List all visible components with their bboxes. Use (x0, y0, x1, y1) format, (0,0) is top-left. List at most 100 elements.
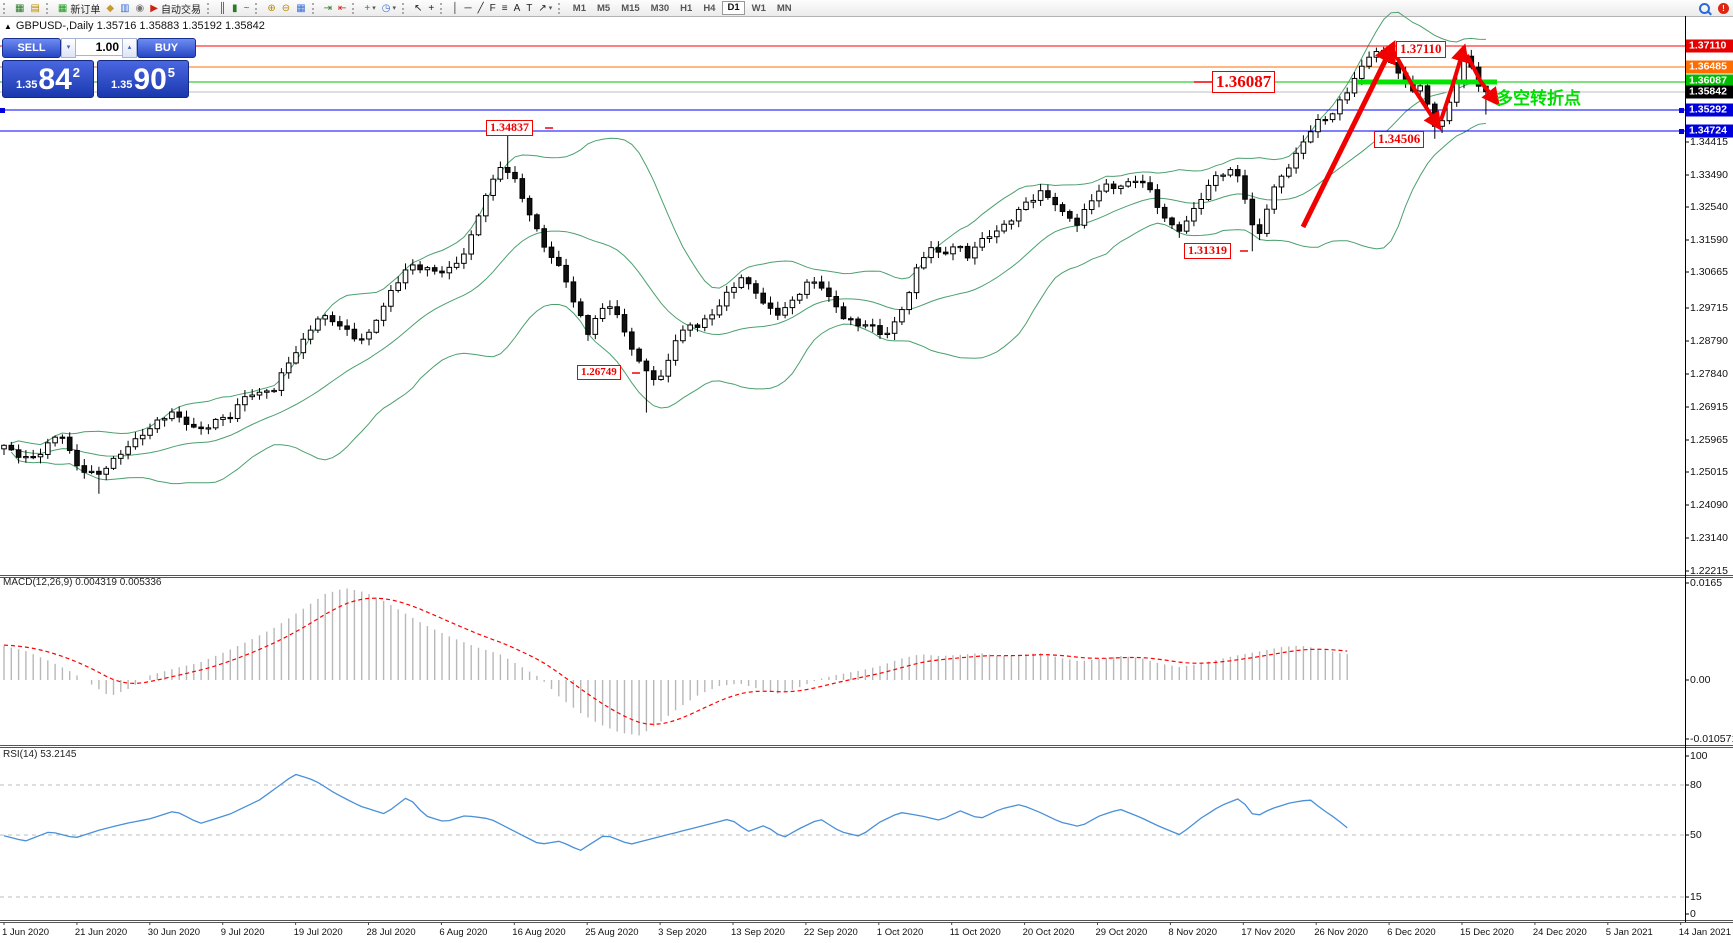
candle-body (1198, 198, 1205, 209)
text-button[interactable]: A (511, 1, 524, 16)
candle-body (592, 318, 599, 335)
candle-body (1359, 65, 1365, 79)
fibonacci-retracement-button[interactable]: F (487, 1, 499, 16)
candle-body (118, 453, 124, 459)
candle-body (556, 256, 562, 266)
profiles-button[interactable]: ▤ (27, 1, 42, 16)
candle-body (1446, 101, 1453, 122)
periods-button[interactable]: ◷ ▾ (379, 1, 399, 16)
timeframe-m30[interactable]: M30 (650, 2, 670, 14)
arrows-button[interactable]: ↗ ▾ (535, 1, 555, 16)
zoom-out-button[interactable]: ⊖ (279, 1, 293, 16)
crosshair-button[interactable]: + (425, 1, 437, 16)
candle-body (957, 245, 964, 249)
indicator-line (3, 773, 1348, 852)
buy-price[interactable]: 1.35 90 5 (97, 60, 189, 98)
candle-body (1096, 190, 1102, 202)
timeframe-mn[interactable]: MN (776, 2, 792, 14)
toolbar-grip (45, 2, 52, 14)
red-arrow-object[interactable] (1300, 40, 1396, 229)
candle-body (855, 318, 861, 327)
candle-body (147, 428, 153, 436)
candle-body (424, 267, 431, 271)
candle-body (716, 305, 723, 316)
zoom-in-button[interactable]: ⊕ (264, 1, 278, 16)
volume-input[interactable] (76, 38, 122, 56)
timeframe-d1[interactable]: D1 (721, 1, 746, 15)
fibonacci-fan-button[interactable]: ≡ (499, 1, 511, 16)
vertical-line-icon: │ (452, 2, 459, 14)
candle-body (789, 299, 796, 309)
metaeditor-button[interactable]: ◆ (103, 1, 117, 16)
timeframe-m5[interactable]: M5 (596, 2, 611, 14)
collapse-arrow-icon[interactable]: ▲ (4, 22, 12, 31)
line-chart-button[interactable]: ~ (241, 1, 253, 16)
tile-windows-button[interactable]: ▦ (293, 1, 308, 16)
candle-body (307, 329, 314, 340)
buy-button[interactable]: BUY (137, 38, 196, 58)
horizontal-line-button[interactable]: ─ (462, 1, 475, 16)
volume-increase-button[interactable]: ▴ (122, 38, 137, 58)
vertical-line-button[interactable]: │ (449, 1, 461, 16)
candle-body (504, 167, 511, 173)
candle-body (512, 171, 518, 180)
candle-body (132, 438, 139, 448)
sell-price[interactable]: 1.35 84 2 (2, 60, 94, 98)
candle-body (1439, 120, 1445, 127)
chart-shift-button[interactable]: ⇤ (335, 1, 349, 16)
red-arrow-object[interactable] (1439, 43, 1469, 121)
signals-button[interactable]: ◉ (133, 1, 148, 16)
candle-body (1271, 186, 1278, 210)
candle-body (66, 436, 73, 451)
new-chart-button[interactable]: ▦ (12, 1, 27, 16)
text-label-button[interactable]: T (523, 1, 535, 16)
autotrading-button[interactable]: ▶ 自动交易 (147, 1, 204, 16)
new-order-button[interactable]: ▦ 新订单 (55, 1, 103, 16)
timeframe-w1[interactable]: W1 (751, 2, 766, 14)
candle-body (1366, 56, 1372, 67)
auto-scroll-button[interactable]: ⇥ (321, 1, 335, 16)
arrows-icon: ↗ (538, 2, 547, 14)
candle-body (1293, 152, 1299, 169)
trend-line-button[interactable]: ╱ (475, 1, 487, 16)
candle-body (745, 277, 752, 285)
indicator-line (10, 122, 1486, 485)
candle-body (869, 324, 876, 327)
candle-body (23, 456, 29, 459)
candle-body (439, 270, 445, 274)
terminal-button[interactable]: ▥ (117, 1, 132, 16)
timeframe-m15[interactable]: M15 (621, 2, 640, 14)
candle-body (709, 314, 715, 320)
candle-body (59, 436, 66, 439)
timeframe-m1[interactable]: M1 (572, 2, 586, 14)
indicators-list-button[interactable]: + ▾ (361, 1, 378, 16)
timeframe-h1[interactable]: H1 (680, 2, 693, 14)
chart-window[interactable]: 1.34415 1.33490 1.32540 1.31590 1.30665 1.297… (0, 11, 1733, 943)
chevron-down-icon: ▾ (372, 5, 376, 12)
candle-body (1256, 224, 1263, 234)
zoom-in-icon: ⊕ (267, 2, 276, 14)
indicator-line (11, 80, 1486, 457)
candle-body (88, 470, 95, 474)
cursor-button[interactable]: ↖ (411, 1, 425, 16)
candle-body (483, 194, 489, 217)
indicator-line (3, 597, 1348, 726)
red-arrow-object[interactable] (1465, 54, 1500, 107)
volume-decrease-button[interactable]: ▾ (61, 38, 76, 58)
candle-body (665, 359, 672, 377)
notifications-icon[interactable]: ! (1718, 2, 1729, 14)
search-icon[interactable] (1699, 2, 1710, 14)
candle-body (74, 449, 80, 467)
candlesticks-button[interactable]: ▮ (229, 1, 241, 16)
timeframe-h4[interactable]: H4 (703, 2, 716, 14)
candle-body (1329, 113, 1336, 121)
candle-body (446, 266, 453, 274)
candle-body (110, 457, 117, 469)
red-arrow-object[interactable] (1392, 51, 1442, 131)
sell-button[interactable]: SELL (2, 38, 61, 58)
ohlc-bars-button[interactable]: ║ (216, 1, 229, 16)
candle-body (577, 301, 584, 317)
cursor-icon: ↖ (414, 2, 423, 14)
toolbar: ▦ ▤ ▦ 新订单 ◆ ▥ ◉ ▶ 自动交易 ║ ▮ ~ ⊕ ⊖ ▦ ⇥ ⇤ + ▾ ◷ ▾ ↖ + │ ─ ╱ F ≡ A T ↗ ▾ M1 M… (0, 0, 1733, 17)
